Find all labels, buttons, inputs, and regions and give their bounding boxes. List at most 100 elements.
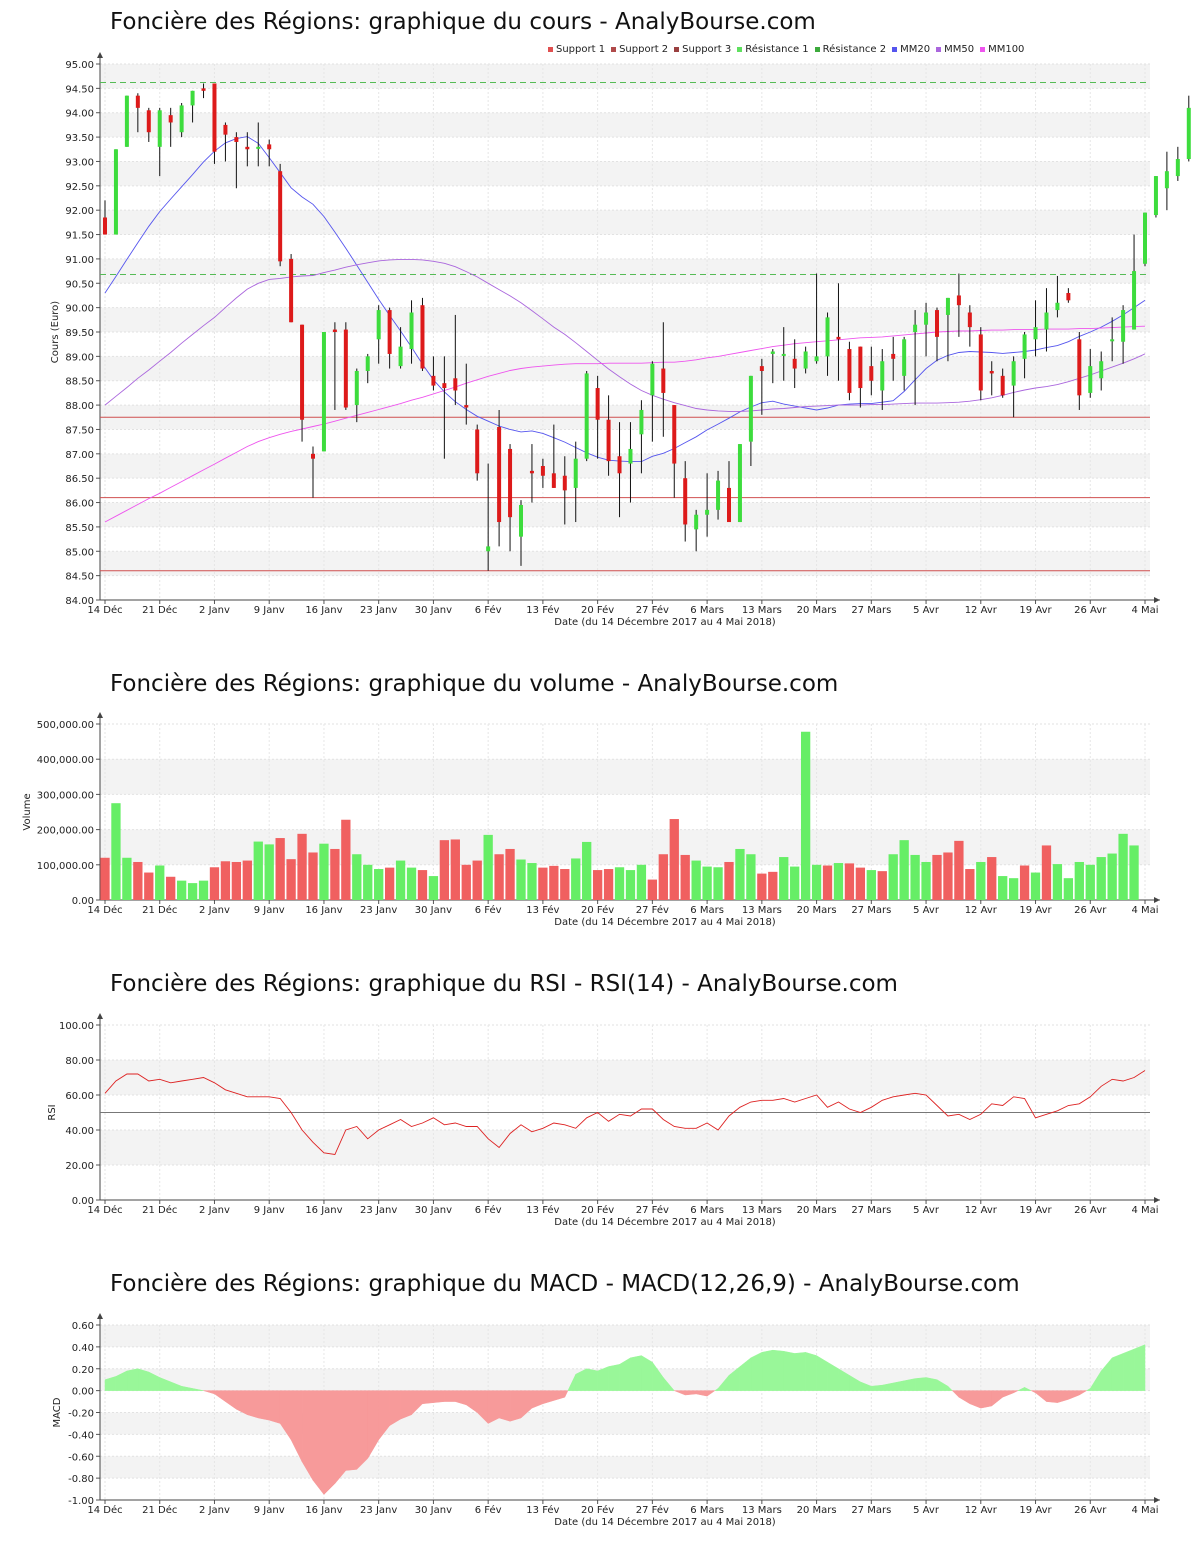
macd-area — [925, 1377, 938, 1391]
y-axis-label: Cours (Euro) — [50, 301, 61, 364]
x-tick-label: 6 Mars — [690, 1505, 724, 1516]
volume-bar — [954, 840, 964, 900]
candle-body — [683, 478, 688, 525]
candle-body — [661, 368, 666, 393]
volume-bar — [833, 863, 844, 900]
volume-bar — [461, 864, 471, 900]
x-axis-label: Date (du 14 Décembre 2017 au 4 Mai 2018) — [554, 916, 776, 928]
x-axis-arrow — [1154, 1197, 1160, 1203]
legend-label: MM100 — [988, 44, 1025, 55]
volume-bar — [505, 848, 515, 900]
x-tick-label: 6 Mars — [690, 905, 724, 916]
volume-bar — [713, 867, 723, 900]
volume-bar — [1096, 857, 1106, 900]
volume-bar — [592, 870, 603, 900]
volume-bar — [198, 880, 209, 900]
candle-body — [398, 346, 403, 367]
candle-body — [584, 373, 589, 459]
candle-body — [694, 514, 699, 530]
x-tick-label: 5 Avr — [913, 1205, 940, 1216]
macd-chart: -1.00 -0.80 -0.60 -0.40 -0.20 0.00 0.20 0.40 0.6… — [52, 1313, 1160, 1528]
volume-bar — [998, 876, 1008, 900]
legend-item: Résistance 1 — [737, 44, 809, 55]
candle-body — [376, 310, 381, 340]
candle-body — [113, 149, 118, 235]
candle-body — [847, 349, 852, 393]
y-tick-label: -0.80 — [68, 1474, 94, 1485]
x-tick-label: 23 Janv — [360, 1205, 397, 1216]
candle-body — [836, 336, 841, 340]
y-tick-label: 400,000.00 — [37, 755, 94, 766]
volume-bar — [406, 867, 417, 900]
volume-bar — [1052, 864, 1063, 900]
volume-bar — [965, 869, 975, 900]
y-tick-label: 85.00 — [65, 547, 94, 558]
legend-label: MM50 — [944, 44, 975, 55]
x-tick-label: 2 Janv — [199, 1505, 230, 1516]
x-tick-label: 13 Mars — [742, 1505, 782, 1516]
candle-body — [792, 358, 797, 369]
x-tick-label: 20 Fév — [581, 1504, 614, 1516]
rsi-chart: 0.00 20.00 40.00 60.00 80.00 100.00 14 Déc 21 D… — [47, 1013, 1160, 1228]
macd-area — [126, 1368, 139, 1391]
legend-swatch — [936, 46, 942, 52]
y-tick-label: 93.00 — [65, 157, 94, 168]
x-tick-label: 6 Fév — [475, 604, 502, 616]
x-tick-label: 5 Avr — [913, 905, 940, 916]
macd-area — [1035, 1390, 1047, 1403]
volume-bar — [1041, 845, 1052, 900]
candle-body — [1153, 176, 1158, 216]
volume-bar — [636, 864, 647, 900]
candle-body — [157, 110, 162, 147]
x-tick-label: 12 Avr — [965, 1505, 998, 1516]
x-tick-label: 4 Mai — [1131, 1205, 1158, 1216]
y-tick-label: 0.60 — [72, 1321, 94, 1332]
x-tick-label: 21 Déc — [142, 1204, 177, 1216]
legend-label: Support 1 — [556, 44, 606, 55]
volume-bar — [176, 880, 187, 900]
legend-item: Support 1 — [548, 44, 605, 55]
volume-bar — [680, 854, 690, 900]
macd-area — [1122, 1348, 1135, 1391]
candle-body — [387, 310, 392, 354]
volume-bar — [187, 883, 198, 900]
volume-bar — [450, 839, 460, 900]
macd-area — [794, 1352, 806, 1391]
y-tick-label: 91.50 — [65, 231, 94, 242]
volume-bar — [746, 854, 756, 900]
y-axis-label: Volume — [22, 793, 33, 830]
grid-band — [100, 258, 1150, 284]
macd-area — [356, 1390, 368, 1470]
macd-area — [444, 1390, 456, 1402]
x-tick-label: 27 Fév — [636, 1504, 669, 1516]
candle-body — [814, 356, 819, 362]
x-tick-label: 27 Fév — [636, 904, 669, 916]
volume-chart-title: Foncière des Régions: graphique du volum… — [110, 671, 839, 697]
volume-bar — [1085, 864, 1095, 900]
macd-area — [674, 1390, 686, 1396]
macd-area — [466, 1390, 478, 1413]
x-tick-label: 9 Janv — [254, 1205, 285, 1216]
macd-area — [1031, 1390, 1036, 1394]
x-tick-label: 26 Avr — [1074, 1505, 1107, 1516]
y-tick-label: 94.50 — [65, 84, 94, 95]
y-tick-label: 87.00 — [65, 450, 94, 461]
candle-body — [1055, 302, 1060, 311]
x-tick-label: 12 Avr — [965, 605, 998, 616]
macd-area — [619, 1357, 631, 1391]
candle-body — [300, 324, 305, 420]
macd-area — [914, 1377, 927, 1391]
macd-area — [772, 1349, 784, 1391]
candle-body — [1132, 271, 1137, 330]
x-tick-label: 26 Avr — [1074, 605, 1107, 616]
macd-area — [1133, 1344, 1146, 1391]
y-tick-label: 0.20 — [72, 1365, 94, 1376]
volume-bar — [822, 865, 833, 900]
x-tick-label: 26 Avr — [1074, 1205, 1107, 1216]
volume-bar — [209, 867, 220, 900]
candle-body — [1000, 375, 1005, 396]
volume-bar — [658, 854, 668, 900]
macd-area — [225, 1390, 237, 1410]
volume-bar — [943, 852, 953, 900]
x-tick-label: 5 Avr — [913, 605, 940, 616]
